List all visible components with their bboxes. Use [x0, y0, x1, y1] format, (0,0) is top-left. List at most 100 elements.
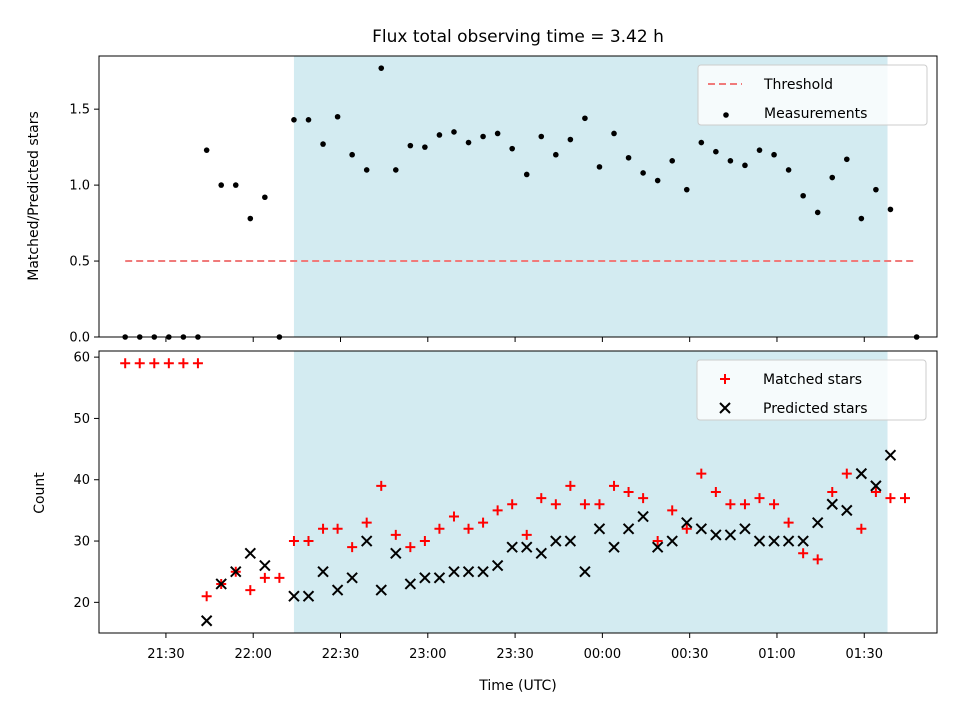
bottom-predicted-stars-point-5	[288, 590, 300, 602]
bottom-matched-stars-point-28	[521, 529, 532, 540]
bottom-matched-stars-point-30	[550, 499, 561, 510]
top-measurements-point-19	[392, 167, 399, 173]
bottom-predicted-stars-point-35	[724, 529, 737, 541]
bottom-matched-stars-point-11	[274, 572, 285, 583]
bottom-predicted-stars-point-29	[637, 510, 649, 523]
x-tick-label-7: 01:00	[758, 647, 795, 662]
bottom-predicted-stars-point-4	[259, 559, 271, 572]
top-measurements-point-15	[334, 113, 341, 120]
bottom-matched-stars-point-46	[783, 517, 794, 528]
bottom-legend-box	[696, 359, 927, 421]
top-measurements-point-52	[873, 186, 879, 193]
bottom-matched-stars-point-20	[405, 542, 416, 553]
bottom-predicted-stars-point-38	[768, 535, 780, 547]
bottom-axes-frame	[98, 350, 938, 634]
bottom-matched-stars-point-0	[120, 358, 131, 369]
bottom-legend-marker-0	[720, 374, 730, 384]
top-measurements-point-12	[291, 116, 297, 123]
bottom-matched-stars-point-9	[245, 585, 256, 596]
bottom-legend-label-0: Matched stars	[763, 372, 862, 388]
bottom-matched-stars-point-31	[565, 480, 576, 491]
bottom-predicted-stars-point-46	[884, 449, 897, 461]
top-measurements-point-29	[538, 133, 545, 140]
top-measurements-point-40	[698, 139, 705, 146]
bottom-matched-stars-point-2	[149, 358, 160, 369]
bottom-legend: Matched stars Predicted stars	[696, 359, 927, 421]
bottom-predicted-stars-point-45	[870, 480, 882, 492]
top-measurements-point-25	[480, 133, 486, 140]
top-legend-box	[697, 64, 928, 126]
top-measurements-point-21	[422, 144, 428, 150]
top-measurements-point-8	[232, 182, 239, 188]
x-tick-label-8: 01:30	[846, 647, 883, 662]
bottom-predicted-stars-point-13	[404, 578, 417, 590]
top-measurements-point-49	[829, 174, 836, 181]
top-y-axis-label: Matched/Predicted stars	[26, 111, 42, 281]
x-tick-label-1: 22:00	[234, 647, 271, 662]
bottom-matched-stars-point-10	[259, 572, 270, 583]
bottom-predicted-stars-point-3	[244, 547, 257, 560]
top-measurements-point-31	[567, 136, 574, 143]
x-tick-label-5: 00:00	[584, 647, 621, 662]
bottom-matched-stars-point-17	[361, 517, 372, 528]
top-measurements-point-34	[611, 130, 617, 137]
bottom-predicted-stars-point-26	[593, 523, 606, 535]
bottom-matched-stars-point-47	[798, 548, 809, 559]
bottom-predicted-stars-point-0	[200, 615, 213, 627]
bottom-matched-stars-point-42	[725, 499, 736, 510]
top-measurements-point-51	[858, 215, 865, 222]
top-measurements-point-37	[654, 177, 661, 184]
top-measurements-point-45	[771, 151, 777, 158]
bottom-matched-stars-point-25	[478, 517, 489, 528]
top-measurements-point-53	[887, 206, 894, 213]
bottom-matched-stars-point-18	[376, 480, 387, 491]
bottom-predicted-stars-point-44	[855, 467, 868, 480]
top-measurements-point-44	[756, 147, 763, 153]
bottom-predicted-stars-point-23	[550, 535, 562, 547]
bottom-matched-stars-point-14	[318, 523, 329, 534]
bottom-predicted-stars-point-9	[346, 572, 358, 584]
top-measurements-point-27	[509, 145, 515, 152]
bottom-matched-stars-point-53	[885, 493, 896, 504]
bottom-matched-stars-point-29	[536, 493, 547, 504]
top-measurements-point-48	[814, 209, 821, 216]
top-measurements-point-16	[349, 151, 355, 158]
bottom-matched-stars-point-48	[812, 554, 823, 565]
x-tick-label-2: 22:30	[322, 647, 359, 662]
bottom-matched-stars-point-43	[739, 499, 750, 510]
bottom-matched-stars-point-54	[899, 493, 910, 504]
top-panel: 0.0 0.5 1.0 1.5 Threshold Measurements	[69, 55, 938, 346]
top-measurements-point-17	[363, 167, 370, 173]
top-y-tick-label-1: 0.5	[69, 255, 90, 270]
bottom-matched-stars-point-6	[201, 591, 212, 602]
bottom-predicted-stars-point-43	[841, 504, 853, 517]
top-measurements-point-28	[523, 171, 530, 178]
bottom-matched-stars-point-44	[754, 493, 765, 504]
bottom-predicted-stars-point-40	[797, 535, 809, 547]
bottom-matched-stars-point-36	[638, 493, 649, 504]
top-measurements-point-7	[218, 182, 225, 188]
bottom-predicted-stars-point-17	[462, 565, 475, 578]
top-measurements-point-14	[320, 141, 326, 147]
bottom-matched-stars-point-15	[332, 523, 343, 534]
bottom-predicted-stars-point-34	[710, 529, 722, 541]
bottom-matched-stars-point-40	[696, 468, 707, 479]
x-tick-label-3: 23:00	[409, 647, 446, 662]
bottom-predicted-stars-point-24	[564, 535, 577, 547]
bottom-matched-stars-point-51	[856, 523, 867, 534]
bottom-legend-label-1: Predicted stars	[763, 401, 868, 417]
x-tick-label-0: 21:30	[147, 647, 184, 662]
top-measurements-point-47	[800, 192, 806, 199]
top-measurements-point-41	[713, 148, 719, 155]
bottom-matched-stars-point-22	[434, 523, 445, 534]
bottom-matched-stars-point-35	[623, 487, 634, 497]
top-y-tick-label-3: 1.5	[69, 103, 90, 118]
bottom-y-axis-label: Count	[32, 472, 48, 514]
bottom-predicted-stars-point-32	[681, 516, 693, 529]
bottom-matched-stars-point-16	[347, 542, 358, 553]
bottom-matched-stars-point-3	[163, 358, 174, 369]
bottom-predicted-stars-point-31	[666, 535, 678, 547]
bottom-matched-stars-point-27	[507, 499, 518, 510]
bottom-y-tick-label-1: 30	[73, 535, 90, 550]
